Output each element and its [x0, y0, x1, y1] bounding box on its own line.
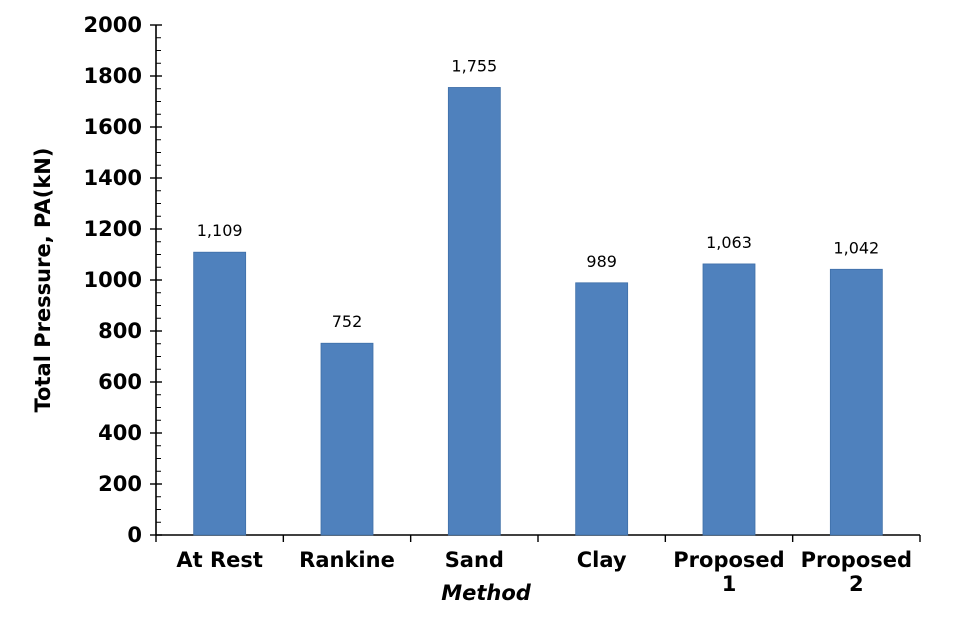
x-tick-label: Proposed 2	[801, 548, 912, 596]
y-tick-label: 1200	[84, 217, 142, 241]
y-tick-label: 1600	[84, 115, 142, 139]
bar	[702, 263, 756, 536]
y-tick-label: 1400	[84, 166, 142, 190]
bar	[320, 342, 374, 536]
x-tick-label: At Rest	[176, 548, 263, 572]
y-tick-label: 1800	[84, 64, 142, 88]
data-labels: 1,109 752 1,755 989 1,063 1,042	[197, 56, 879, 331]
x-tick-label: Rankine	[299, 548, 395, 572]
y-tick-label: 600	[98, 370, 142, 394]
bar	[447, 87, 501, 536]
y-tick-label: 400	[98, 421, 142, 445]
data-label: 752	[332, 312, 363, 331]
bar	[193, 251, 247, 536]
bar	[829, 268, 883, 536]
x-axis-title-group: Method	[441, 581, 532, 605]
y-tick-label: 800	[98, 319, 142, 343]
y-axis-title-group: Total Pressure, PA(kN)	[31, 148, 55, 413]
y-axis: 0 200 400 600 800 1000 1200 1400 1600 1800 2000	[84, 13, 162, 547]
data-label: 1,042	[833, 238, 879, 257]
x-tick-label: Sand	[445, 548, 504, 572]
bar	[575, 282, 629, 536]
data-label: 1,109	[197, 221, 243, 240]
bars	[193, 87, 883, 536]
data-label: 1,755	[451, 56, 497, 75]
data-label: 989	[586, 252, 617, 271]
x-axis: At Rest Rankine Sand Clay Proposed 1 Proposed 2	[155, 534, 921, 596]
y-tick-label: 200	[98, 472, 142, 496]
data-label: 1,063	[706, 233, 752, 252]
y-axis-title: Total Pressure, PA(kN)	[31, 148, 55, 413]
y-tick-label: 0	[127, 523, 142, 547]
x-axis-title: Method	[441, 581, 532, 605]
y-tick-label: 2000	[84, 13, 142, 37]
x-tick-label: Proposed 1	[673, 548, 784, 596]
x-tick-label: Clay	[577, 548, 627, 572]
y-tick-label: 1000	[84, 268, 142, 292]
